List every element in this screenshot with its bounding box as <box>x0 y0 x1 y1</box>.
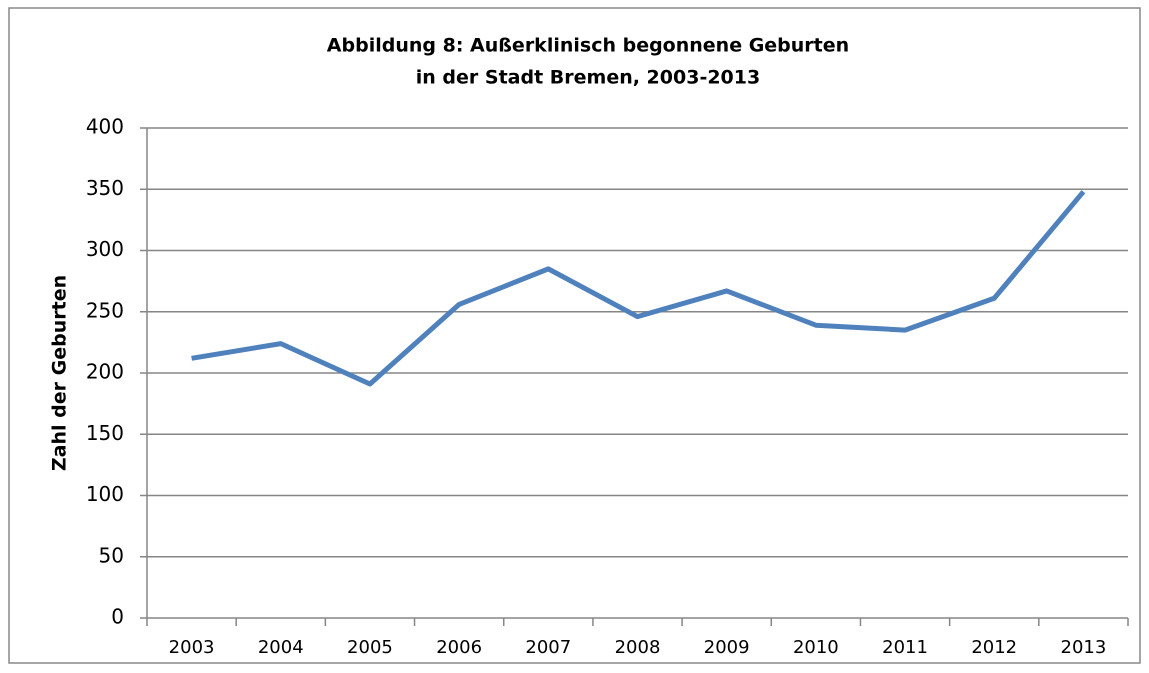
y-tick-label: 350 <box>86 176 124 200</box>
x-tick-label: 2003 <box>169 637 215 658</box>
y-tick-label: 250 <box>86 298 124 322</box>
x-tick-label: 2005 <box>347 637 393 658</box>
x-tick-label: 2008 <box>615 637 661 658</box>
x-tick-label: 2012 <box>971 637 1017 658</box>
data-line <box>191 190 1086 387</box>
chart-title: Abbildung 8: Außerklinisch begonnene Geb… <box>327 35 849 57</box>
y-tick-label: 300 <box>86 237 124 261</box>
x-tick-label: 2006 <box>436 637 482 658</box>
y-axis-label: Zahl der Geburten <box>49 275 71 471</box>
chart-title: in der Stadt Bremen, 2003-2013 <box>416 67 760 89</box>
x-tick-label: 2013 <box>1061 637 1107 658</box>
y-tick-label: 100 <box>86 482 124 506</box>
y-tick-label: 0 <box>111 605 124 629</box>
chart-frame <box>8 7 1141 664</box>
y-tick-label: 150 <box>86 421 124 445</box>
y-tick-label: 400 <box>86 115 124 139</box>
x-tick-label: 2009 <box>704 637 750 658</box>
y-tick-label: 50 <box>99 543 124 567</box>
y-tick-label: 200 <box>86 360 124 384</box>
x-tick-label: 2007 <box>525 637 571 658</box>
x-tick-label: 2004 <box>258 637 304 658</box>
x-tick-label: 2011 <box>882 637 928 658</box>
x-tick-label: 2010 <box>793 637 839 658</box>
